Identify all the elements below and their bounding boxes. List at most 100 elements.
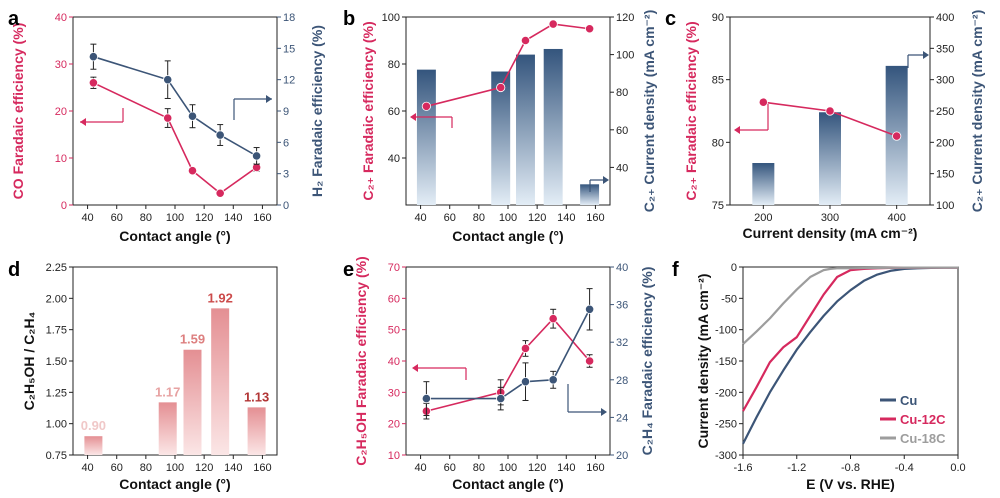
axis-indicator-arrowhead: [410, 113, 416, 121]
x-axis-label: Contact angle (°): [119, 228, 230, 244]
y2-tick-label: 200: [936, 137, 954, 149]
y-axis-label: C₂₊ Faradaic efficiency (%): [360, 21, 376, 200]
bar: [543, 48, 563, 206]
data-point: [88, 52, 99, 62]
y-tick-label: 85: [712, 75, 724, 87]
y2-tick-label: 18: [283, 12, 295, 24]
panel-d: 40 60 80 100 120 140 160 0.75 1.00 1.25 1.50 1.75 2.…: [21, 262, 278, 492]
bar-value-label: 1.59: [180, 332, 205, 347]
data-point: [548, 314, 558, 324]
y2-axis-label: C₂H₄ Faradaic efficiency (%): [639, 267, 655, 456]
x-tick-label: 200: [754, 212, 772, 224]
y-tick-label: -150: [715, 356, 737, 368]
y-axis-label: C₂H₅OH / C₂H₄: [21, 312, 37, 411]
y-tick-label: 60: [388, 293, 400, 305]
y-tick-label: 2.00: [46, 293, 67, 305]
data-point: [215, 188, 225, 198]
axis-indicator-arrowhead: [923, 51, 929, 59]
bar: [211, 308, 230, 455]
y-tick-label: 80: [712, 137, 724, 149]
x-tick-label: 120: [528, 212, 546, 224]
y-tick-label: 1.25: [46, 387, 67, 399]
y-axis-label: CO Faradaic efficiency (%): [10, 23, 26, 200]
x-tick-label: 40: [414, 462, 426, 474]
x-axis-label: E (V vs. RHE): [806, 476, 895, 492]
x-tick-label: 160: [586, 462, 604, 474]
y2-tick-label: 100: [936, 200, 954, 212]
y2-tick-label: 9: [283, 106, 289, 118]
y2-axis-label: C₂₊ Current density (mA cm⁻²): [969, 10, 985, 213]
series-line-co: [93, 82, 258, 195]
y2-tick-label: 12: [283, 75, 295, 87]
y-tick-label: -200: [715, 387, 737, 399]
x-tick-label: 120: [195, 212, 213, 224]
data-point: [215, 130, 225, 140]
y-tick-label: 20: [388, 419, 400, 431]
y2-tick-label: 80: [616, 87, 628, 99]
bar-value-label: 1.92: [208, 290, 233, 305]
y2-tick-label: 0: [283, 200, 289, 212]
x-tick-label: -1.6: [734, 462, 753, 474]
x-tick-label: 160: [253, 462, 271, 474]
bar: [158, 402, 177, 455]
series-line-c2h4: [426, 308, 591, 400]
y-tick-label: -250: [715, 419, 737, 431]
y2-tick-label: 100: [616, 50, 634, 62]
y-tick-label: 20: [55, 106, 67, 118]
legend-label: Cu-18C: [900, 431, 946, 446]
y-tick-label: 0: [731, 262, 737, 274]
axis-indicator-arrowhead: [603, 176, 609, 184]
data-point: [520, 35, 531, 46]
x-tick-label: 160: [253, 212, 271, 224]
data-point: [163, 113, 173, 123]
data-point: [548, 375, 558, 385]
y-tick-label: 1.75: [46, 325, 67, 337]
x-tick-label: 40: [414, 212, 426, 224]
y-tick-label: 70: [388, 262, 400, 274]
legend-label: Cu: [900, 393, 917, 408]
bar-value-label: 1.13: [244, 389, 269, 404]
x-tick-label: 140: [557, 462, 575, 474]
bar: [84, 436, 103, 455]
y2-tick-label: 250: [936, 106, 954, 118]
data-point: [187, 111, 198, 121]
x-tick-label: 60: [111, 462, 123, 474]
data-point: [88, 78, 99, 88]
y2-axis-label: C₂₊ Current density (mA cm⁻²): [641, 10, 657, 213]
data-point: [758, 97, 768, 107]
data-point: [163, 75, 173, 85]
panel-letter-c: c: [665, 8, 676, 30]
y-tick-label: 2.25: [46, 262, 67, 274]
y-axis-label: C₂H₅OH Faradaic efficiency (%): [353, 256, 369, 465]
plot-frame: [72, 16, 278, 206]
panel-letter-f: f: [672, 259, 679, 281]
x-tick-label: 80: [140, 212, 152, 224]
y2-tick-label: 36: [616, 300, 628, 312]
panel-letter-e: e: [343, 259, 354, 281]
x-tick-label: 100: [166, 462, 184, 474]
y2-tick-label: 300: [936, 75, 954, 87]
data-point: [496, 82, 506, 93]
y2-tick-label: 6: [283, 137, 289, 149]
x-tick-label: 160: [586, 212, 604, 224]
data-point: [584, 304, 595, 314]
y-tick-label: 30: [388, 387, 400, 399]
bar-value-label: 1.17: [155, 384, 180, 399]
panel-e: 40 60 80 100 120 140 160 10 20 30 40 50 60 70 20 24 28 32…: [353, 256, 655, 492]
x-tick-label: 80: [473, 212, 485, 224]
data-point: [548, 19, 558, 29]
bar-value-label: 0.90: [81, 418, 106, 433]
x-tick-label: 300: [821, 212, 839, 224]
bar: [752, 163, 775, 205]
x-tick-label: 40: [81, 462, 93, 474]
panel-letter-b: b: [343, 8, 355, 30]
x-tick-label: 80: [140, 462, 152, 474]
x-tick-label: 60: [111, 212, 123, 224]
y-tick-label: 10: [55, 153, 67, 165]
panel-a: 40 60 80 100 120 140 160 0 10 20 30 40 0 3 6 9 12 15 18 Con…: [10, 12, 325, 244]
data-point: [520, 377, 531, 387]
x-axis-label: Contact angle (°): [452, 476, 563, 492]
x-tick-label: 100: [499, 212, 517, 224]
